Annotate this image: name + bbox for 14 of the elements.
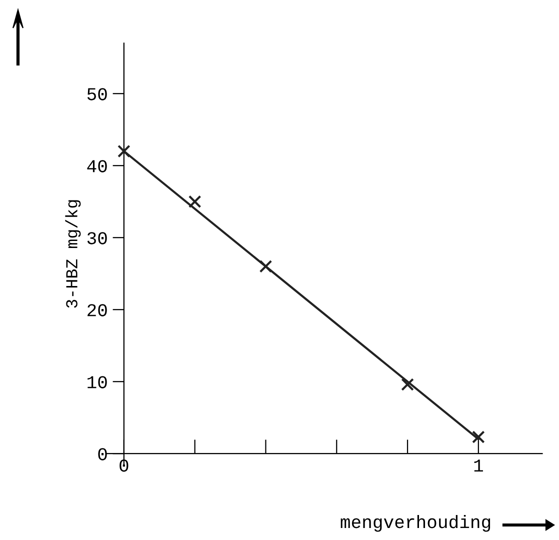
point — [472, 430, 485, 444]
point — [401, 378, 414, 391]
y-axis-title: 3-HBZ mg/kg — [65, 200, 81, 308]
x-axis-title: mengverhouding — [340, 514, 490, 532]
y-tick-label: 10 — [88, 376, 107, 388]
point — [259, 260, 272, 273]
x-tick-label: 1 — [474, 460, 483, 472]
point — [188, 195, 202, 208]
y-tick-label: 30 — [87, 232, 107, 244]
y-tick-label: 50 — [87, 88, 107, 100]
y-tick-label: 40 — [87, 160, 107, 172]
y-tick-label: 0 — [98, 448, 107, 460]
point — [118, 144, 130, 158]
y-tick-label: 20 — [88, 304, 107, 316]
